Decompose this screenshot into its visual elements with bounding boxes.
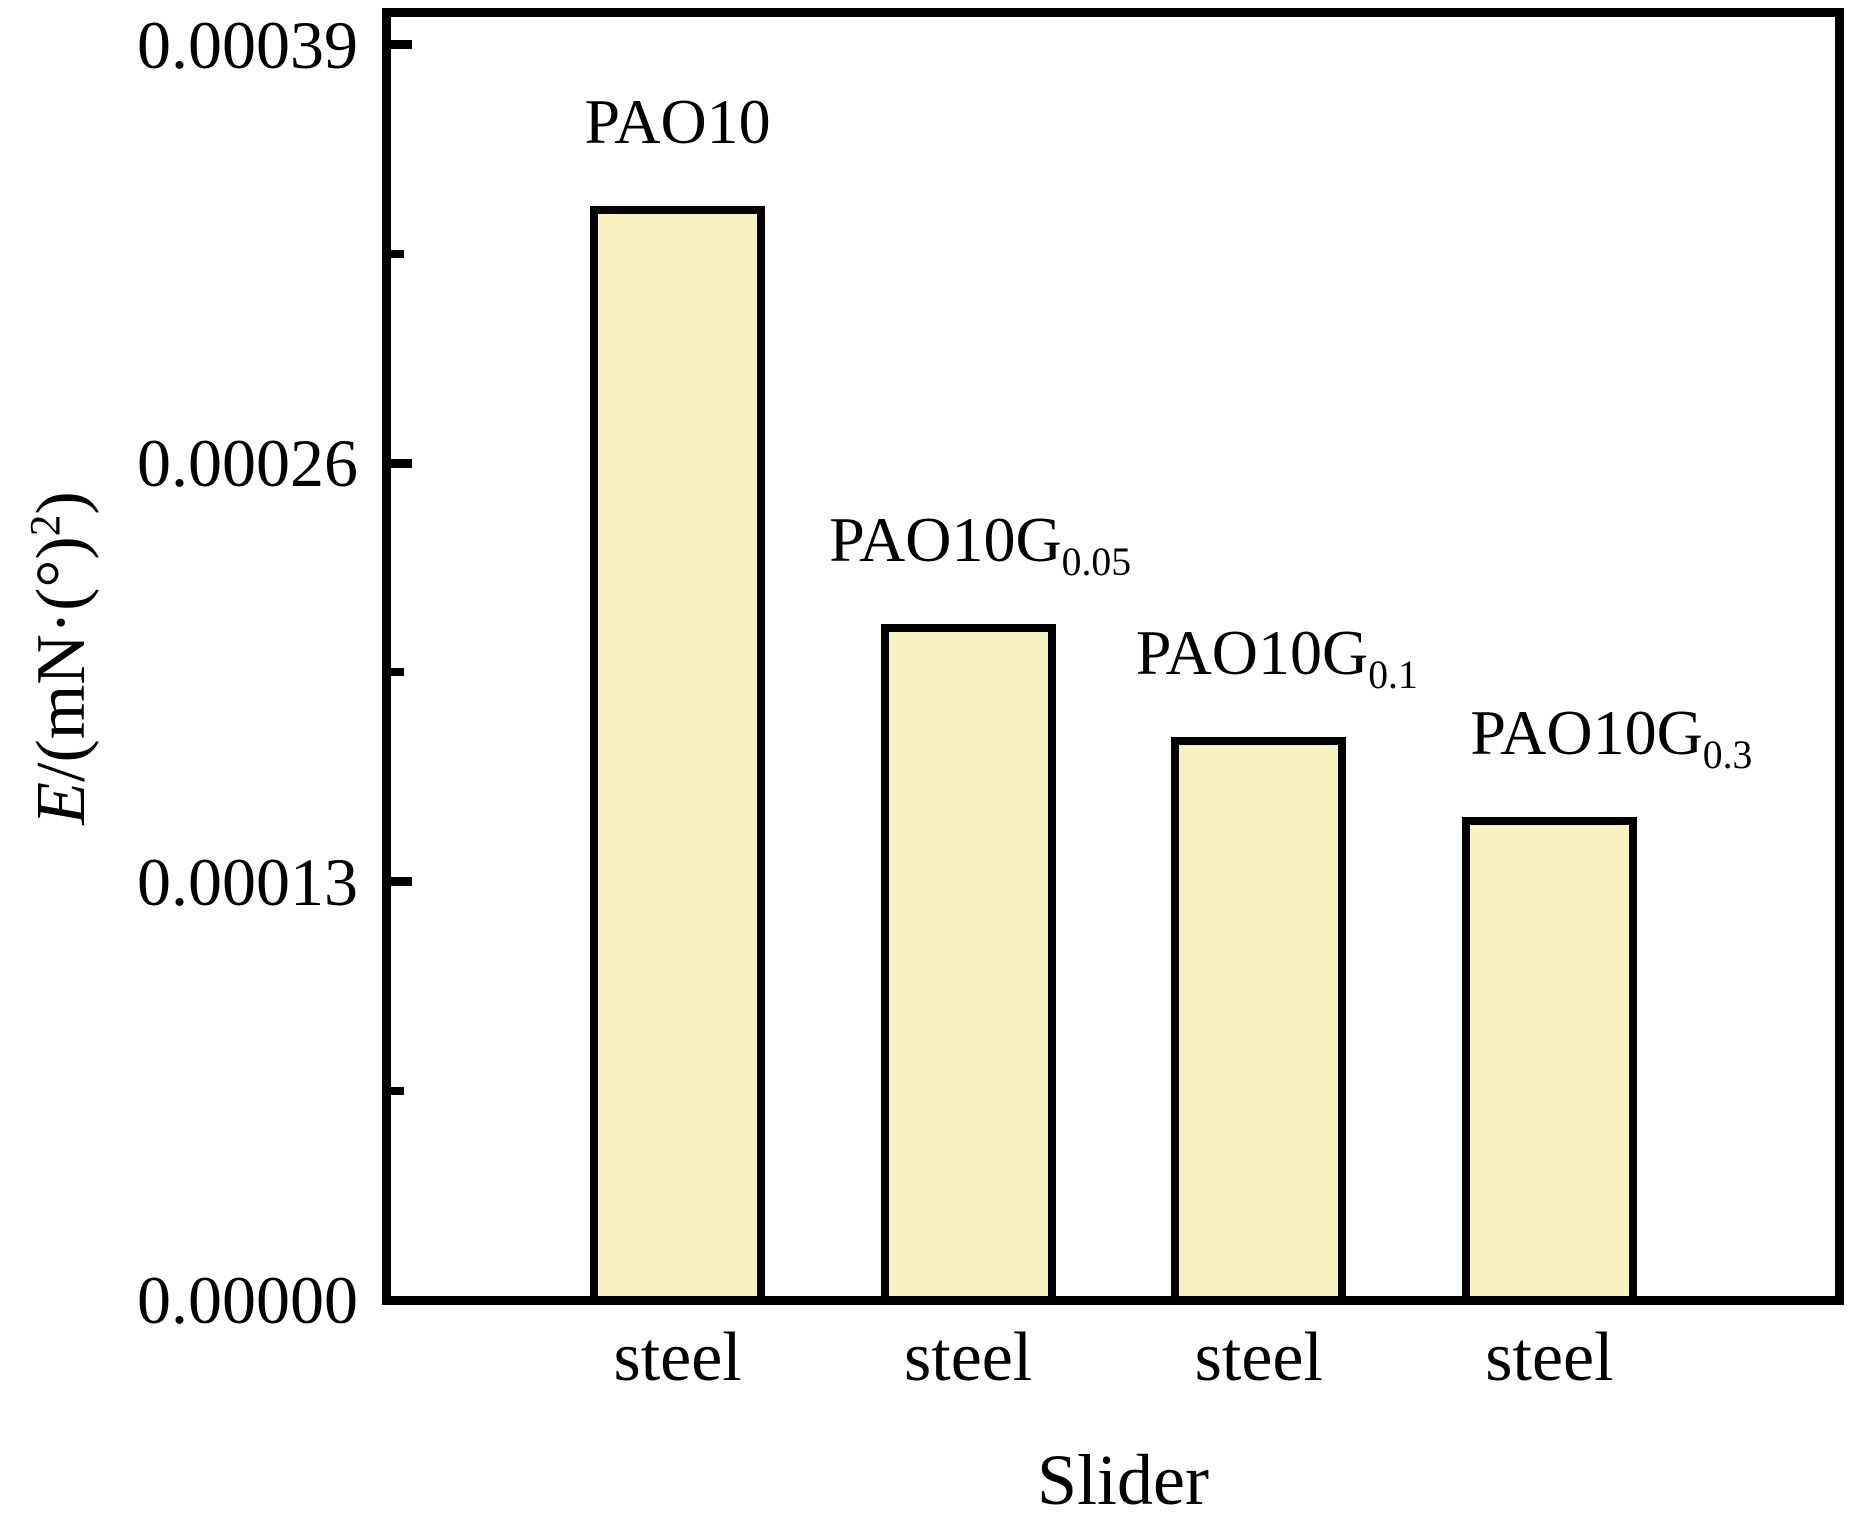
x-tick-label: steel (904, 1319, 1033, 1396)
y-axis-title: E/(mN·(°)2) (21, 491, 100, 825)
y-major-tick (391, 40, 412, 50)
bar-label-subscript: 0.3 (1702, 732, 1753, 777)
bar-label-subscript: 0.1 (1368, 652, 1418, 697)
bar-label-main: PAO10G (1470, 697, 1703, 769)
y-tick-label: 0.00013 (137, 843, 358, 920)
y-minor-tick (391, 1086, 404, 1095)
y-minor-tick (391, 249, 404, 258)
y-major-tick (391, 877, 412, 887)
bar-label: PAO10G0.05 (829, 504, 1131, 582)
y-axis-title-symbol: E (23, 781, 100, 825)
y-axis-title-exponent: 2 (21, 514, 70, 537)
x-tick-label: steel (1485, 1319, 1614, 1396)
y-minor-tick (391, 668, 404, 677)
bar-label-main: PAO10G (829, 504, 1062, 576)
y-tick-label: 0.00026 (137, 425, 358, 502)
y-axis-title-close: ) (23, 491, 100, 515)
bar (1461, 817, 1637, 1304)
y-tick-label: 0.00039 (137, 6, 358, 83)
x-tick-label: steel (1194, 1319, 1323, 1396)
y-axis-title-units: /(mN·(°) (23, 536, 100, 782)
bar-label-main: PAO10 (584, 85, 771, 157)
x-tick-label: steel (613, 1319, 742, 1396)
bar (880, 624, 1056, 1304)
plot-area-frame (382, 8, 1844, 1305)
bar-label: PAO10 (585, 86, 771, 158)
x-axis-title: Slider (1037, 1440, 1209, 1520)
y-major-tick (391, 1295, 412, 1305)
y-major-tick (391, 458, 412, 468)
bar-label-main: PAO10G (1135, 616, 1369, 688)
y-tick-label: 0.00000 (137, 1262, 358, 1338)
bar (1171, 736, 1347, 1304)
bar (590, 205, 766, 1304)
bar-label: PAO10G0.1 (1135, 616, 1418, 695)
bar-label-subscript: 0.05 (1061, 539, 1132, 584)
bar-label: PAO10G0.3 (1470, 697, 1752, 775)
